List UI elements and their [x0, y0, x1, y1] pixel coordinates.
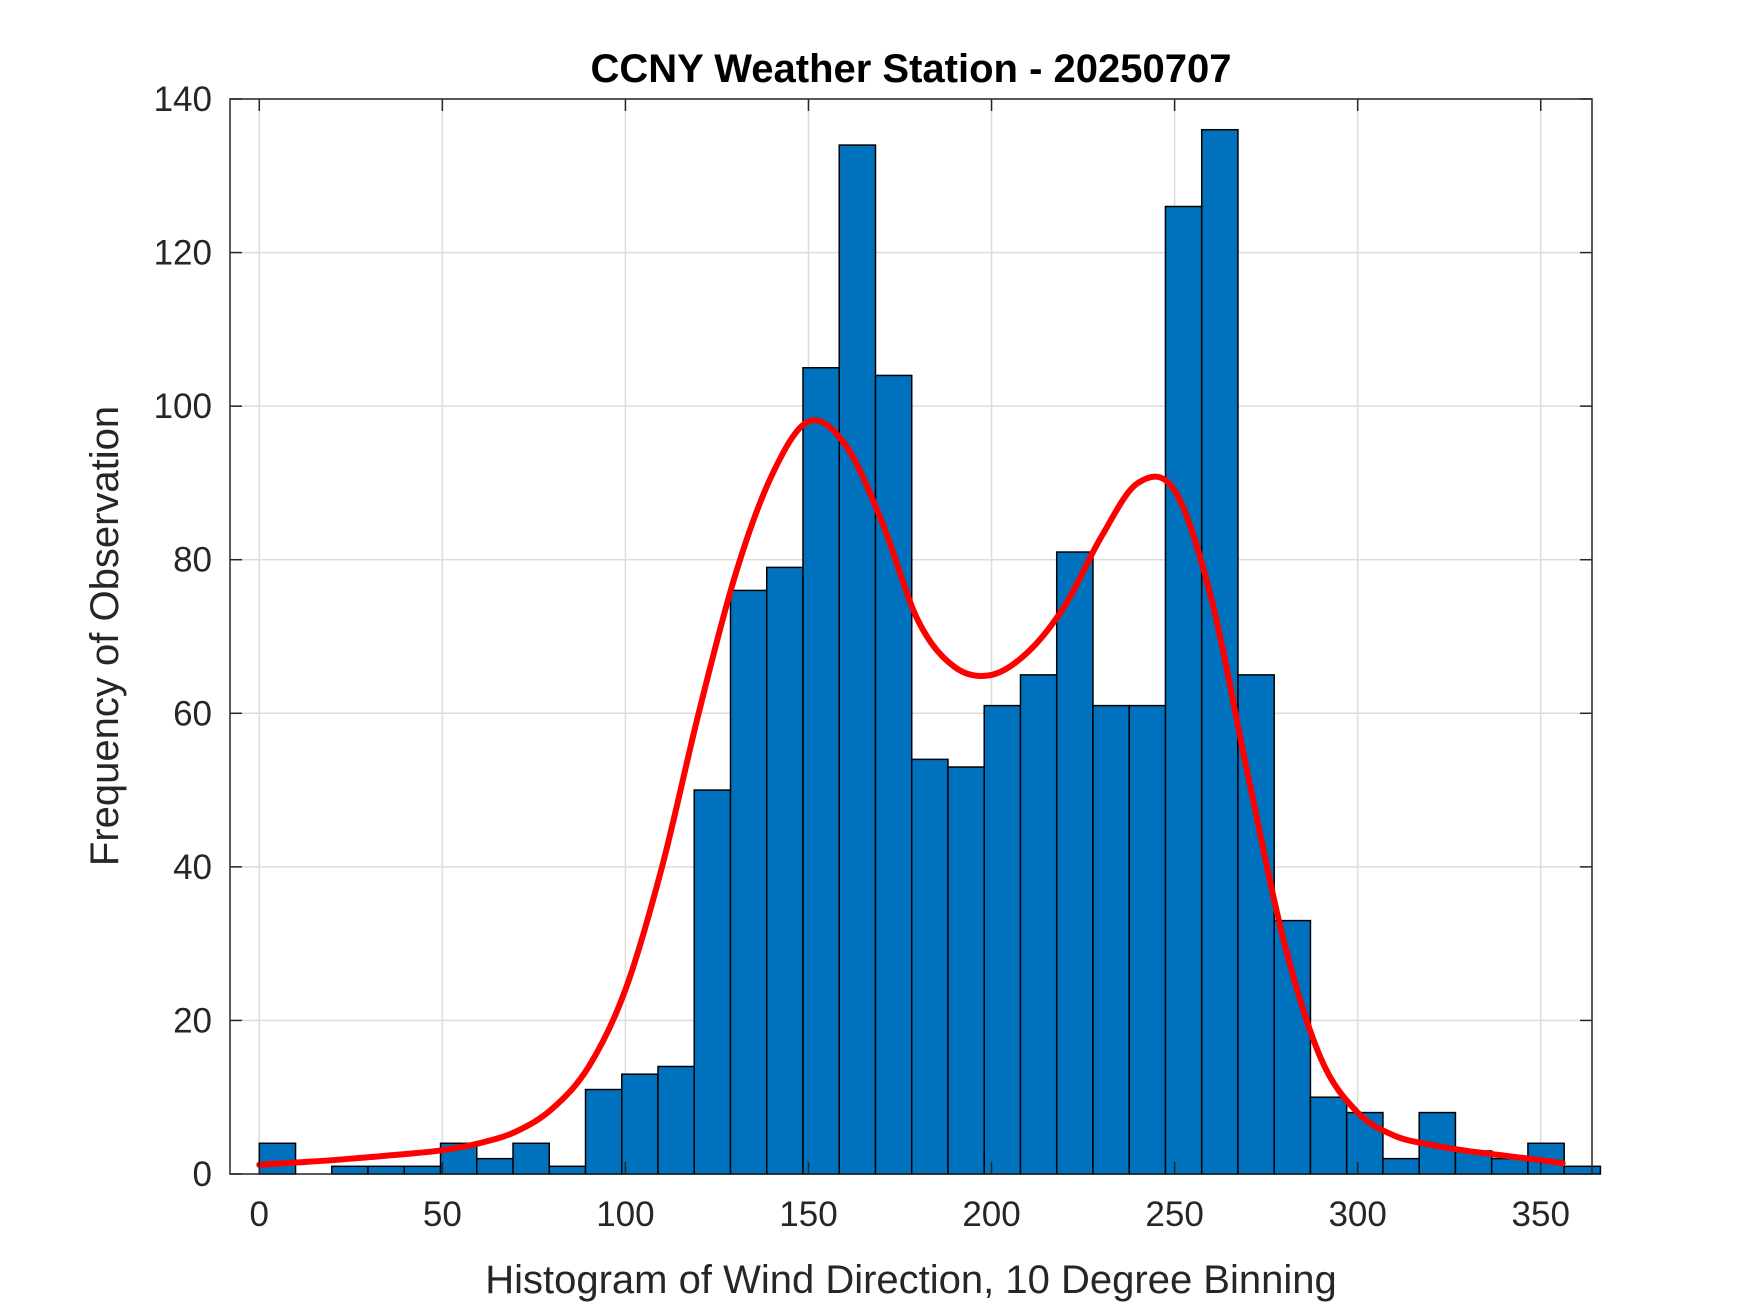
- y-tick-label: 100: [154, 387, 212, 426]
- histogram-bar: [1019, 674, 1058, 1175]
- histogram-bar: [1490, 1157, 1529, 1175]
- histogram-bar: [1164, 205, 1203, 1175]
- histogram-bar: [621, 1073, 659, 1175]
- histogram-bar: [476, 1157, 514, 1175]
- histogram-bar: [1055, 551, 1094, 1175]
- x-tick-label: 150: [779, 1195, 837, 1234]
- histogram-bar: [765, 566, 804, 1175]
- histogram-bar: [331, 1165, 369, 1175]
- histogram-bar: [1563, 1165, 1602, 1175]
- histogram-bar: [947, 766, 985, 1175]
- y-tick-label: 0: [193, 1155, 212, 1194]
- fit-curve-line: [256, 417, 1566, 1168]
- x-tick-label: 350: [1512, 1195, 1570, 1234]
- histogram-bar: [910, 758, 949, 1175]
- histogram-bar: [874, 374, 913, 1175]
- x-tick-label: 100: [596, 1195, 654, 1234]
- histogram-bar: [403, 1165, 442, 1175]
- density-fit-curve: [256, 417, 1566, 1168]
- histogram-bar: [584, 1088, 623, 1175]
- y-tick-label: 60: [173, 694, 212, 733]
- y-tick-label: 120: [154, 234, 212, 273]
- x-axis-label: Histogram of Wind Direction, 10 Degree B…: [485, 1258, 1337, 1302]
- y-tick-label: 40: [173, 848, 212, 887]
- x-tick-label: 50: [423, 1195, 462, 1234]
- histogram-bar: [1382, 1157, 1420, 1175]
- x-tick-label: 250: [1145, 1195, 1203, 1234]
- histogram-bar: [512, 1142, 551, 1175]
- histogram-bar: [983, 704, 1022, 1175]
- histogram-bar: [258, 1142, 297, 1175]
- histogram-bar: [1200, 128, 1239, 1175]
- histogram-bar: [693, 789, 732, 1175]
- y-axis-label: Frequency of Observation: [83, 406, 127, 866]
- x-tick-label: 300: [1328, 1195, 1386, 1234]
- y-tick-label: 20: [173, 1001, 212, 1040]
- histogram-bar: [1092, 704, 1130, 1175]
- x-tick-label: 200: [962, 1195, 1020, 1234]
- histogram-bar: [838, 144, 877, 1175]
- plot-frame: [229, 98, 1593, 1175]
- tick-labels: 0 50 100 150 200 250 300 350 0 20 40 60 80 100 120 140: [154, 80, 1570, 1234]
- y-tick-label: 80: [173, 541, 212, 580]
- histogram-bar: [657, 1065, 696, 1175]
- y-tick-label: 140: [154, 80, 212, 119]
- histogram-bar: [729, 589, 768, 1175]
- histogram-bar: [1309, 1096, 1348, 1175]
- histogram-bar: [1273, 919, 1312, 1175]
- histogram-bar: [1128, 704, 1167, 1175]
- x-tick-label: 0: [250, 1195, 269, 1234]
- histogram-bar: [802, 367, 840, 1175]
- chart-title: CCNY Weather Station - 20250707: [591, 47, 1232, 91]
- histogram-bar: [548, 1165, 587, 1175]
- histogram-bars: [258, 128, 1602, 1175]
- histogram-bar: [367, 1165, 406, 1175]
